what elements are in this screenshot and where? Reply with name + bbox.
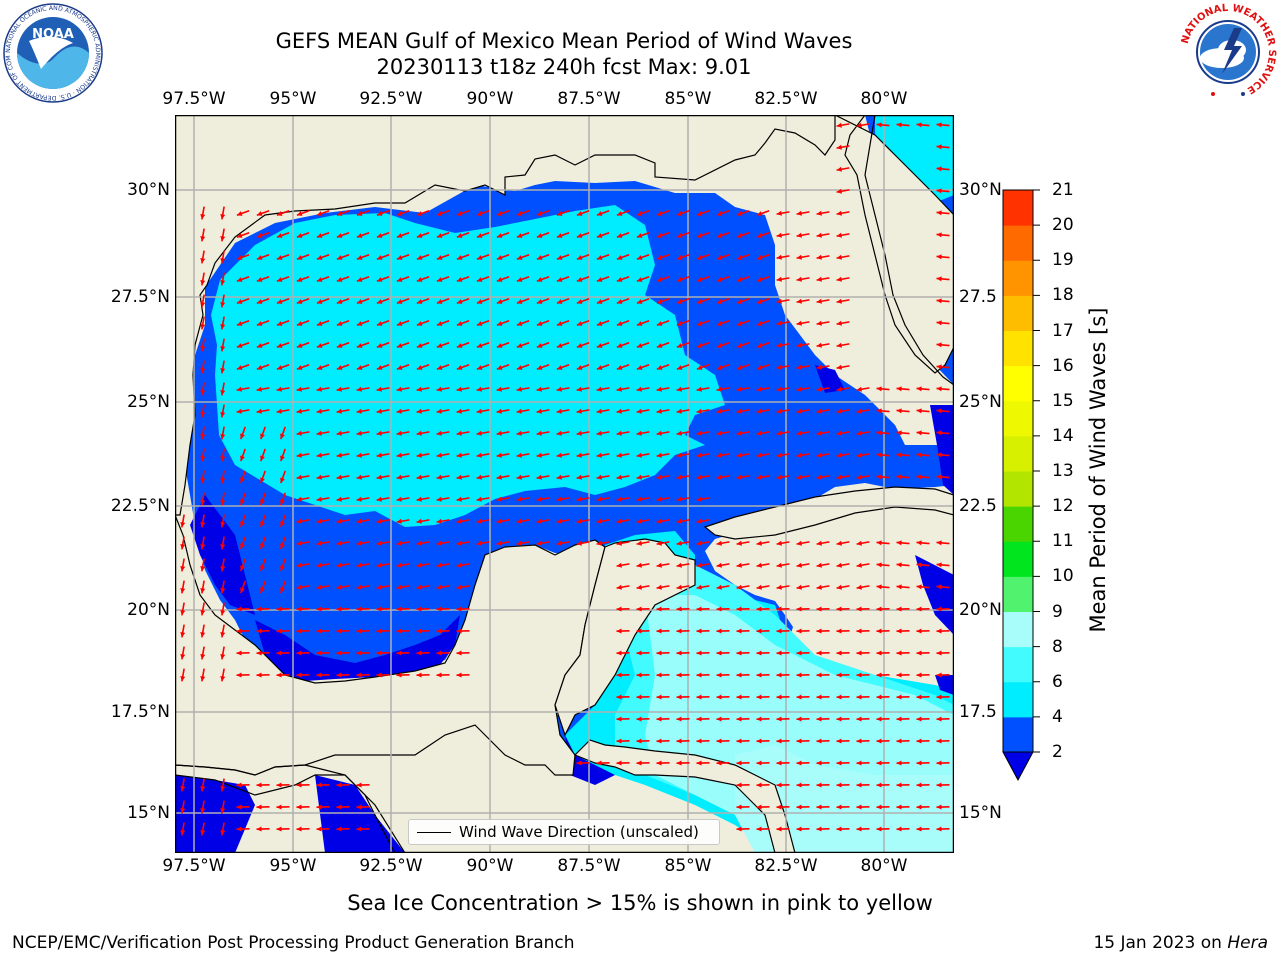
colorbar-bin <box>1003 225 1033 261</box>
lat-tick-left: 15°N <box>127 803 170 823</box>
organization-credit: NCEP/EMC/Verification Post Processing Pr… <box>12 933 575 953</box>
lat-tick-right: 22.5 <box>959 496 997 516</box>
svg-text:NOAA: NOAA <box>32 27 74 42</box>
colorbar-tick-label: 20 <box>1052 215 1074 235</box>
lat-tick-left: 17.5°N <box>111 702 170 722</box>
lon-tick-bottom: 97.5°W <box>162 856 225 876</box>
colorbar-bin <box>1003 295 1033 331</box>
colorbar-tick-label: 14 <box>1052 426 1074 446</box>
lon-tick-bottom: 95°W <box>270 856 317 876</box>
colorbar-bin <box>1003 506 1033 542</box>
colorbar-tick-label: 16 <box>1052 356 1074 376</box>
lon-tick-bottom: 92.5°W <box>359 856 422 876</box>
colorbar-bin <box>1003 401 1033 437</box>
lon-tick-top: 97.5°W <box>162 89 225 109</box>
lon-tick-top: 90°W <box>467 89 514 109</box>
lat-tick-left: 25°N <box>127 392 170 412</box>
colorbar-tick-label: 21 <box>1052 180 1074 200</box>
colorbar-bin <box>1003 682 1033 718</box>
colorbar-tick-label: 13 <box>1052 461 1074 481</box>
colorbar-bin <box>1003 190 1033 226</box>
legend-line-sample <box>417 832 451 833</box>
colorbar-bin <box>1003 541 1033 577</box>
lat-tick-right: 15°N <box>959 803 1002 823</box>
lon-tick-bottom: 80°W <box>861 856 908 876</box>
machine-name: Hera <box>1227 933 1268 953</box>
lat-tick-right: 17.5 <box>959 702 997 722</box>
lon-tick-top: 92.5°W <box>359 89 422 109</box>
colorbar-tick-label: 18 <box>1052 285 1074 305</box>
colorbar-tick-label: 4 <box>1052 707 1063 727</box>
footer-date: 15 Jan 2023 on Hera <box>1093 933 1268 953</box>
colorbar-bin <box>1003 647 1033 683</box>
lon-tick-top: 95°W <box>270 89 317 109</box>
colorbar-title: Mean Period of Wind Waves [s] <box>1086 308 1110 633</box>
legend-label: Wind Wave Direction (unscaled) <box>459 823 699 841</box>
colorbar-bin <box>1003 260 1033 296</box>
colorbar-bin <box>1003 331 1033 367</box>
colorbar-tick-label: 12 <box>1052 496 1074 516</box>
map-legend: Wind Wave Direction (unscaled) <box>408 819 720 845</box>
colorbar-bin <box>1003 612 1033 648</box>
colorbar-tick-label: 6 <box>1052 672 1063 692</box>
lat-tick-right: 20°N <box>959 600 1002 620</box>
colorbar-tick-label: 15 <box>1052 391 1074 411</box>
generation-date: 15 Jan 2023 on <box>1093 933 1222 953</box>
lon-tick-bottom: 85°W <box>665 856 712 876</box>
lat-tick-left: 30°N <box>127 180 170 200</box>
colorbar-tick-label: 2 <box>1052 742 1063 762</box>
nws-logo: NATIONAL WEATHER SERVICE <box>1178 2 1278 102</box>
sea-ice-note: Sea Ice Concentration > 15% is shown in … <box>0 891 1280 915</box>
colorbar-bin <box>1003 717 1033 753</box>
lat-tick-left: 22.5°N <box>111 496 170 516</box>
colorbar-tick-label: 8 <box>1052 637 1063 657</box>
lon-tick-top: 87.5°W <box>557 89 620 109</box>
lon-tick-bottom: 90°W <box>467 856 514 876</box>
colorbar-tick-label: 17 <box>1052 321 1074 341</box>
colorbar-bin <box>1003 576 1033 612</box>
lon-tick-top: 80°W <box>861 89 908 109</box>
colorbar-tick-label: 11 <box>1052 531 1074 551</box>
colorbar-bin <box>1003 471 1033 507</box>
colorbar-tick-label: 9 <box>1052 602 1063 622</box>
colorbar-under-extension <box>1003 752 1033 780</box>
lat-tick-right: 25°N <box>959 392 1002 412</box>
colorbar-bin <box>1003 436 1033 472</box>
lat-tick-left: 27.5°N <box>111 287 170 307</box>
gulf-of-mexico-map <box>175 115 954 853</box>
lat-tick-left: 20°N <box>127 600 170 620</box>
lat-tick-right: 30°N <box>959 180 1002 200</box>
lon-tick-top: 82.5°W <box>754 89 817 109</box>
lon-tick-bottom: 87.5°W <box>557 856 620 876</box>
lat-tick-right: 27.5 <box>959 287 997 307</box>
colorbar-tick-label: 10 <box>1052 566 1074 586</box>
noaa-logo: NATIONAL OCEANIC AND ATMOSPHERIC ADMINIS… <box>3 3 103 103</box>
lon-tick-bottom: 82.5°W <box>754 856 817 876</box>
map-subtitle: 20230113 t18z 240h fcst Max: 9.01 <box>0 54 1128 80</box>
lon-tick-top: 85°W <box>665 89 712 109</box>
colorbar-tick-label: 19 <box>1052 250 1074 270</box>
colorbar-bin <box>1003 366 1033 402</box>
map-title: GEFS MEAN Gulf of Mexico Mean Period of … <box>0 28 1128 54</box>
